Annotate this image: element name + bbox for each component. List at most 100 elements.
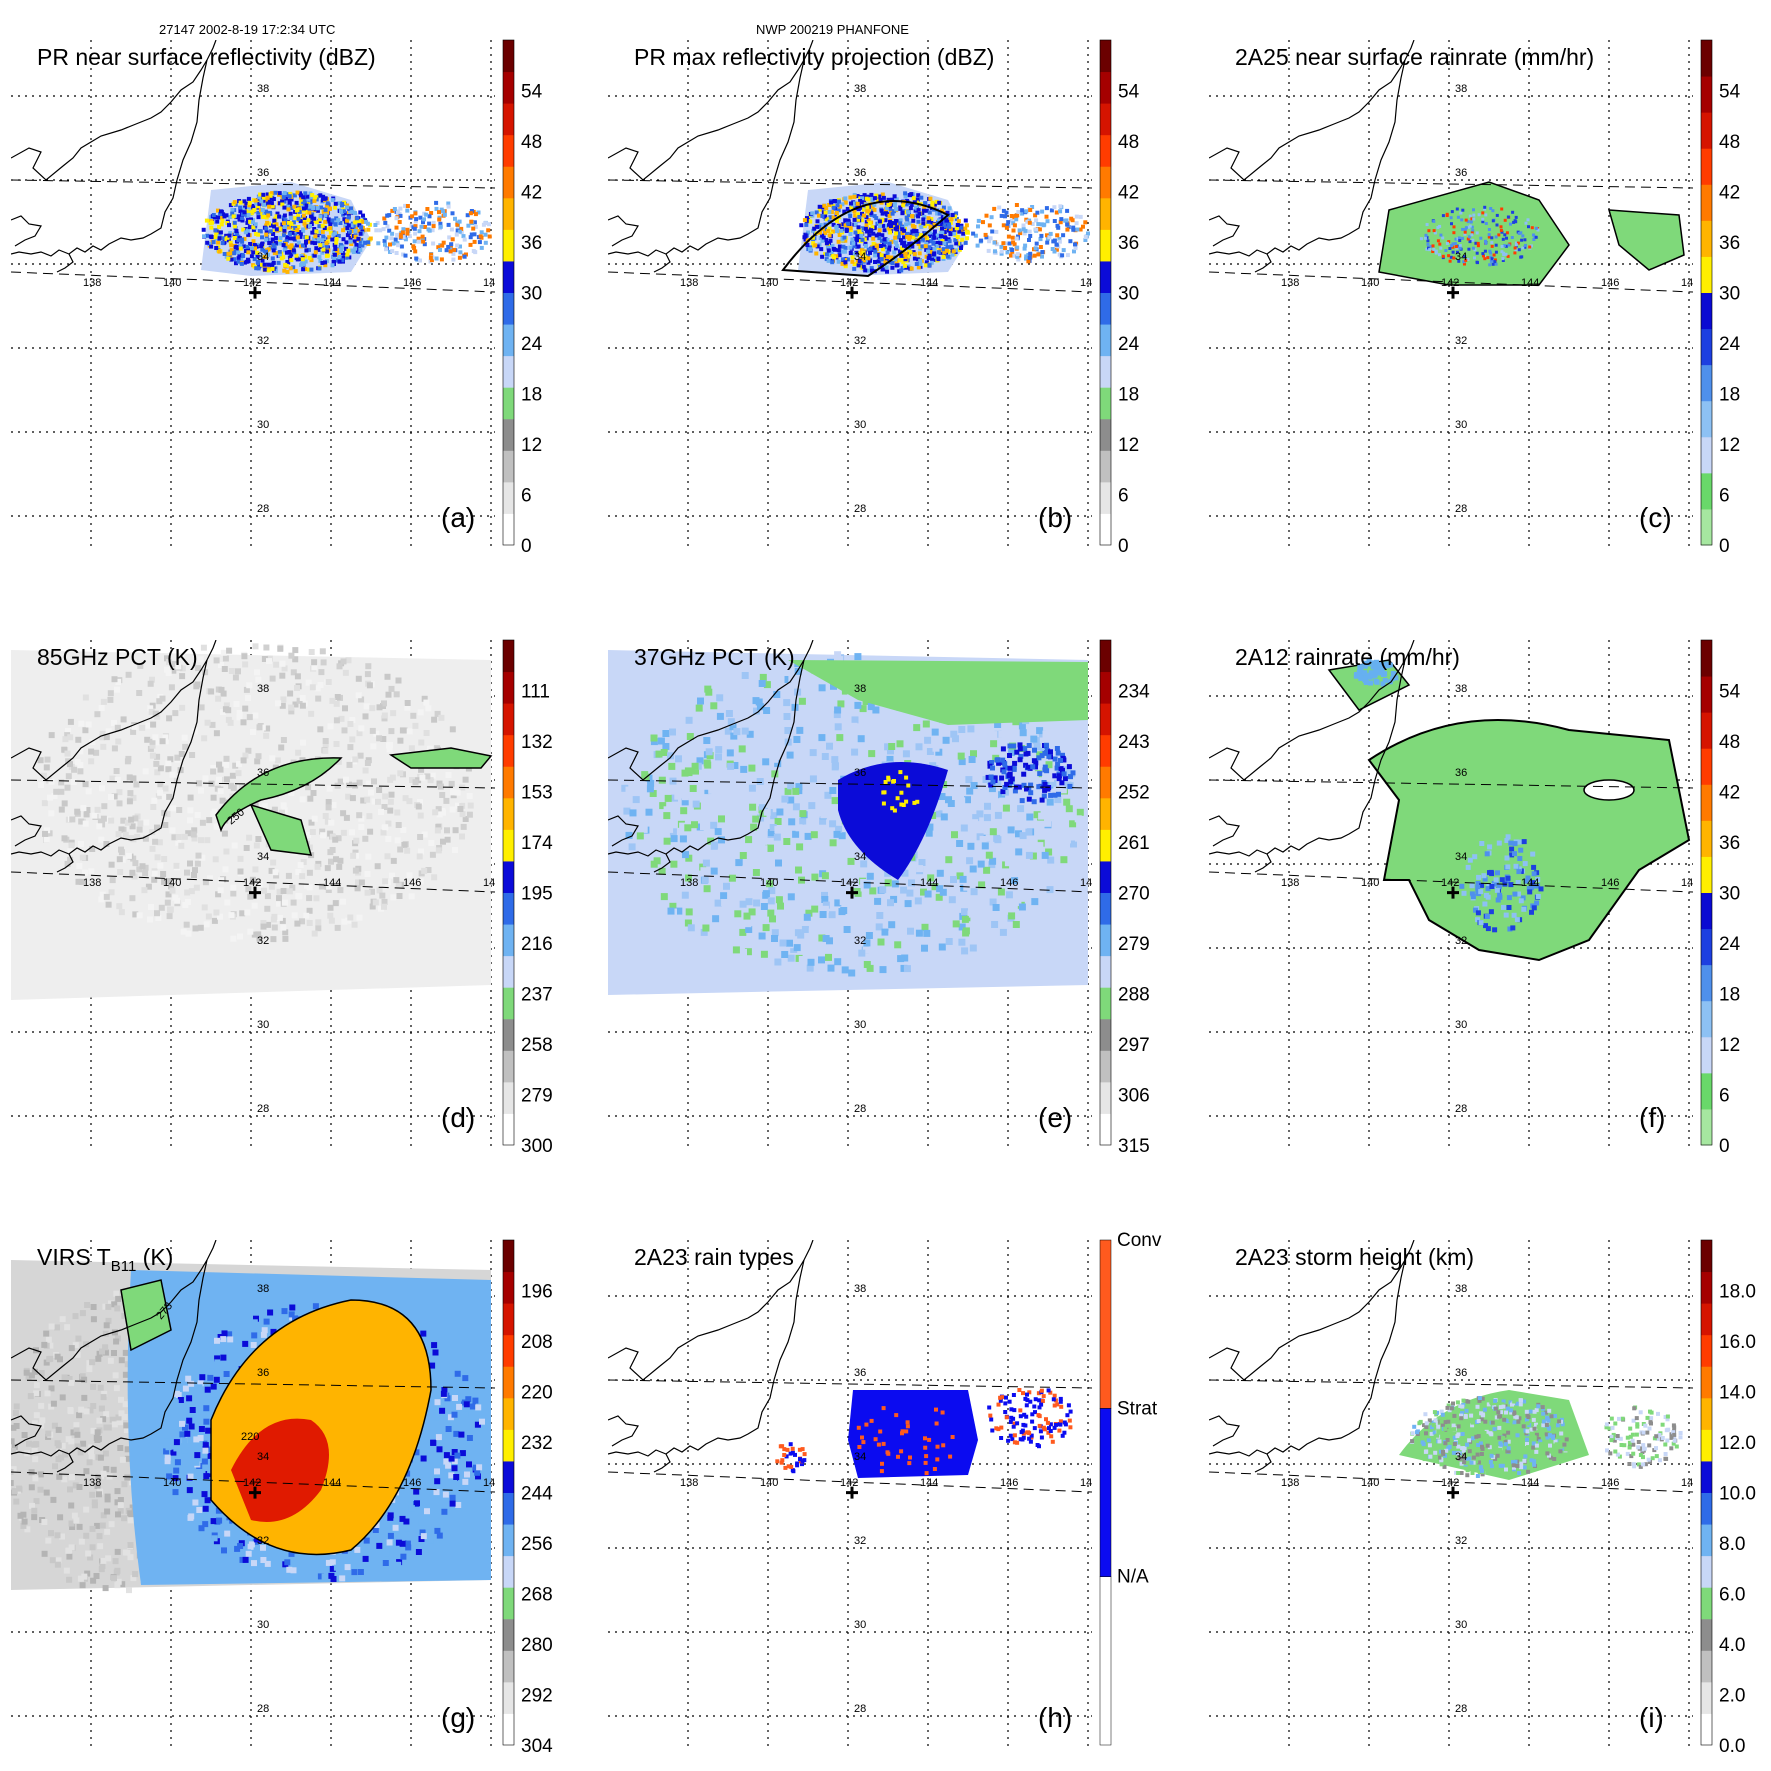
colorbar-tick-label: 54 [521, 82, 543, 103]
panel-title: 2A23 storm height (km) [1235, 1244, 1474, 1270]
coastline [11, 215, 42, 247]
lat-label: 28 [854, 1703, 866, 1715]
colorbar-tick-label: 297 [1118, 1035, 1150, 1056]
colorbar-tick-label: 48 [1118, 132, 1139, 153]
coastline [1254, 253, 1272, 273]
lat-label: 32 [854, 935, 866, 947]
colorbar-tick-label: 18 [1118, 385, 1139, 406]
colorbar-segment [503, 166, 514, 199]
swath-edge [608, 1471, 1092, 1493]
colorbar-segment [1701, 472, 1712, 510]
colorbar-segment [1701, 1650, 1712, 1683]
panel-title: 37GHz PCT (K) [634, 644, 795, 670]
lon-label: 144 [920, 877, 938, 889]
colorbar-tick-label: 30 [1719, 284, 1740, 305]
colorbar-segment [1701, 256, 1712, 293]
colorbar-segment [1100, 797, 1111, 830]
lon-label: 144 [323, 277, 341, 289]
colorbar-segment [1099, 1239, 1112, 1409]
coastline [608, 59, 805, 257]
lon-label: 144 [1521, 277, 1539, 289]
lat-label: 34 [257, 1451, 269, 1463]
colorbar-segment [1701, 1618, 1712, 1651]
colorbar-tick-label: 18.0 [1719, 1282, 1756, 1303]
lat-label: 28 [257, 1703, 269, 1715]
colorbar-segment [1099, 1408, 1112, 1577]
colorbar-tick-label: 304 [521, 1736, 553, 1757]
lat-label: 30 [854, 1019, 866, 1031]
colorbar-segment [1701, 184, 1712, 221]
lat-label: 34 [854, 851, 866, 863]
colorbar-tick-label: 30 [1118, 284, 1139, 305]
lon-label: 144 [1521, 877, 1539, 889]
lat-label: 28 [1455, 1703, 1467, 1715]
lat-label: 38 [854, 683, 866, 695]
storm-center-marker [249, 286, 261, 299]
lat-label: 34 [257, 851, 269, 863]
coastline [608, 40, 814, 181]
lon-label: 140 [760, 277, 778, 289]
colorbar-tick-label: 12 [521, 435, 542, 456]
colorbar-segment [1100, 513, 1111, 546]
lat-label: 34 [854, 251, 866, 263]
colorbar-segment [1100, 324, 1111, 357]
colorbar-segment [1701, 112, 1712, 149]
colorbar-tick-label: Conv [1117, 1230, 1162, 1251]
lon-label: 140 [760, 877, 778, 889]
lon-label: 138 [680, 277, 698, 289]
colorbar-tick-label: 42 [1719, 783, 1740, 804]
colorbar-segment [1701, 148, 1712, 185]
colorbar-tick-label: 153 [521, 783, 553, 804]
colorbar: 304 292 280 268 256 244 232 220 208 196 [502, 1239, 553, 1757]
colorbar: 0 6 12 18 24 30 36 42 48 54 [502, 39, 543, 557]
lat-label: 30 [1455, 419, 1467, 431]
colorbar-tick-label: 12 [1118, 435, 1139, 456]
colorbar-segment [1100, 229, 1111, 262]
lat-label: 38 [257, 83, 269, 95]
colorbar-tick-label: 42 [521, 183, 542, 204]
lat-label: 36 [1455, 767, 1467, 779]
colorbar-tick-label: Strat [1117, 1398, 1158, 1419]
colorbar-segment [1100, 387, 1111, 420]
swath-edge [11, 179, 495, 189]
colorbar-tick-label: 270 [1118, 884, 1150, 905]
colorbar-segment [503, 197, 514, 230]
colorbar-segment [503, 640, 514, 673]
colorbar-segment [1701, 964, 1712, 1002]
panel-b: 38 36 34 32 30 28 138 140 142 144 146 148 PR max ref… [608, 39, 1140, 557]
coastline [608, 1415, 639, 1447]
lat-label: 38 [257, 683, 269, 695]
lon-label: 148 [1080, 1477, 1098, 1489]
colorbar-segment [503, 1429, 514, 1462]
storm-center-marker [249, 886, 261, 899]
colorbar-segment [1100, 1081, 1111, 1114]
colorbar-tick-label: 48 [521, 132, 542, 153]
pr-swath-field [201, 182, 492, 276]
lon-label: 146 [1000, 1477, 1018, 1489]
colorbar-tick-label: 232 [521, 1433, 553, 1454]
colorbar-segment [1701, 292, 1712, 330]
panel-label: (e) [1038, 1102, 1072, 1133]
colorbar-tick-label: 16.0 [1719, 1332, 1756, 1353]
colorbar-tick-label: 315 [1118, 1136, 1150, 1157]
lat-label: 32 [854, 335, 866, 347]
colorbar-tick-label: N/A [1117, 1567, 1149, 1588]
map-area: 38 36 34 32 30 28 138 140 142 144 146 148 [1209, 640, 1693, 1150]
colorbar-segment [1701, 328, 1712, 366]
colorbar-tick-label: 237 [521, 985, 553, 1006]
panel-title: 2A12 rainrate (mm/hr) [1235, 644, 1460, 670]
colorbar-tick-label: 6 [1118, 486, 1129, 507]
lat-label: 36 [1455, 1367, 1467, 1379]
colorbar-tick-label: 196 [521, 1282, 553, 1303]
coastline [1209, 40, 1415, 181]
colorbar-segment [1100, 418, 1111, 451]
colorbar-segment [1100, 924, 1111, 957]
lon-label: 140 [1361, 277, 1379, 289]
lon-label: 146 [1601, 877, 1619, 889]
lon-label: 148 [1681, 277, 1699, 289]
colorbar-tick-label: 261 [1118, 833, 1150, 854]
lon-label: 146 [1000, 877, 1018, 889]
coastline [608, 1240, 814, 1381]
